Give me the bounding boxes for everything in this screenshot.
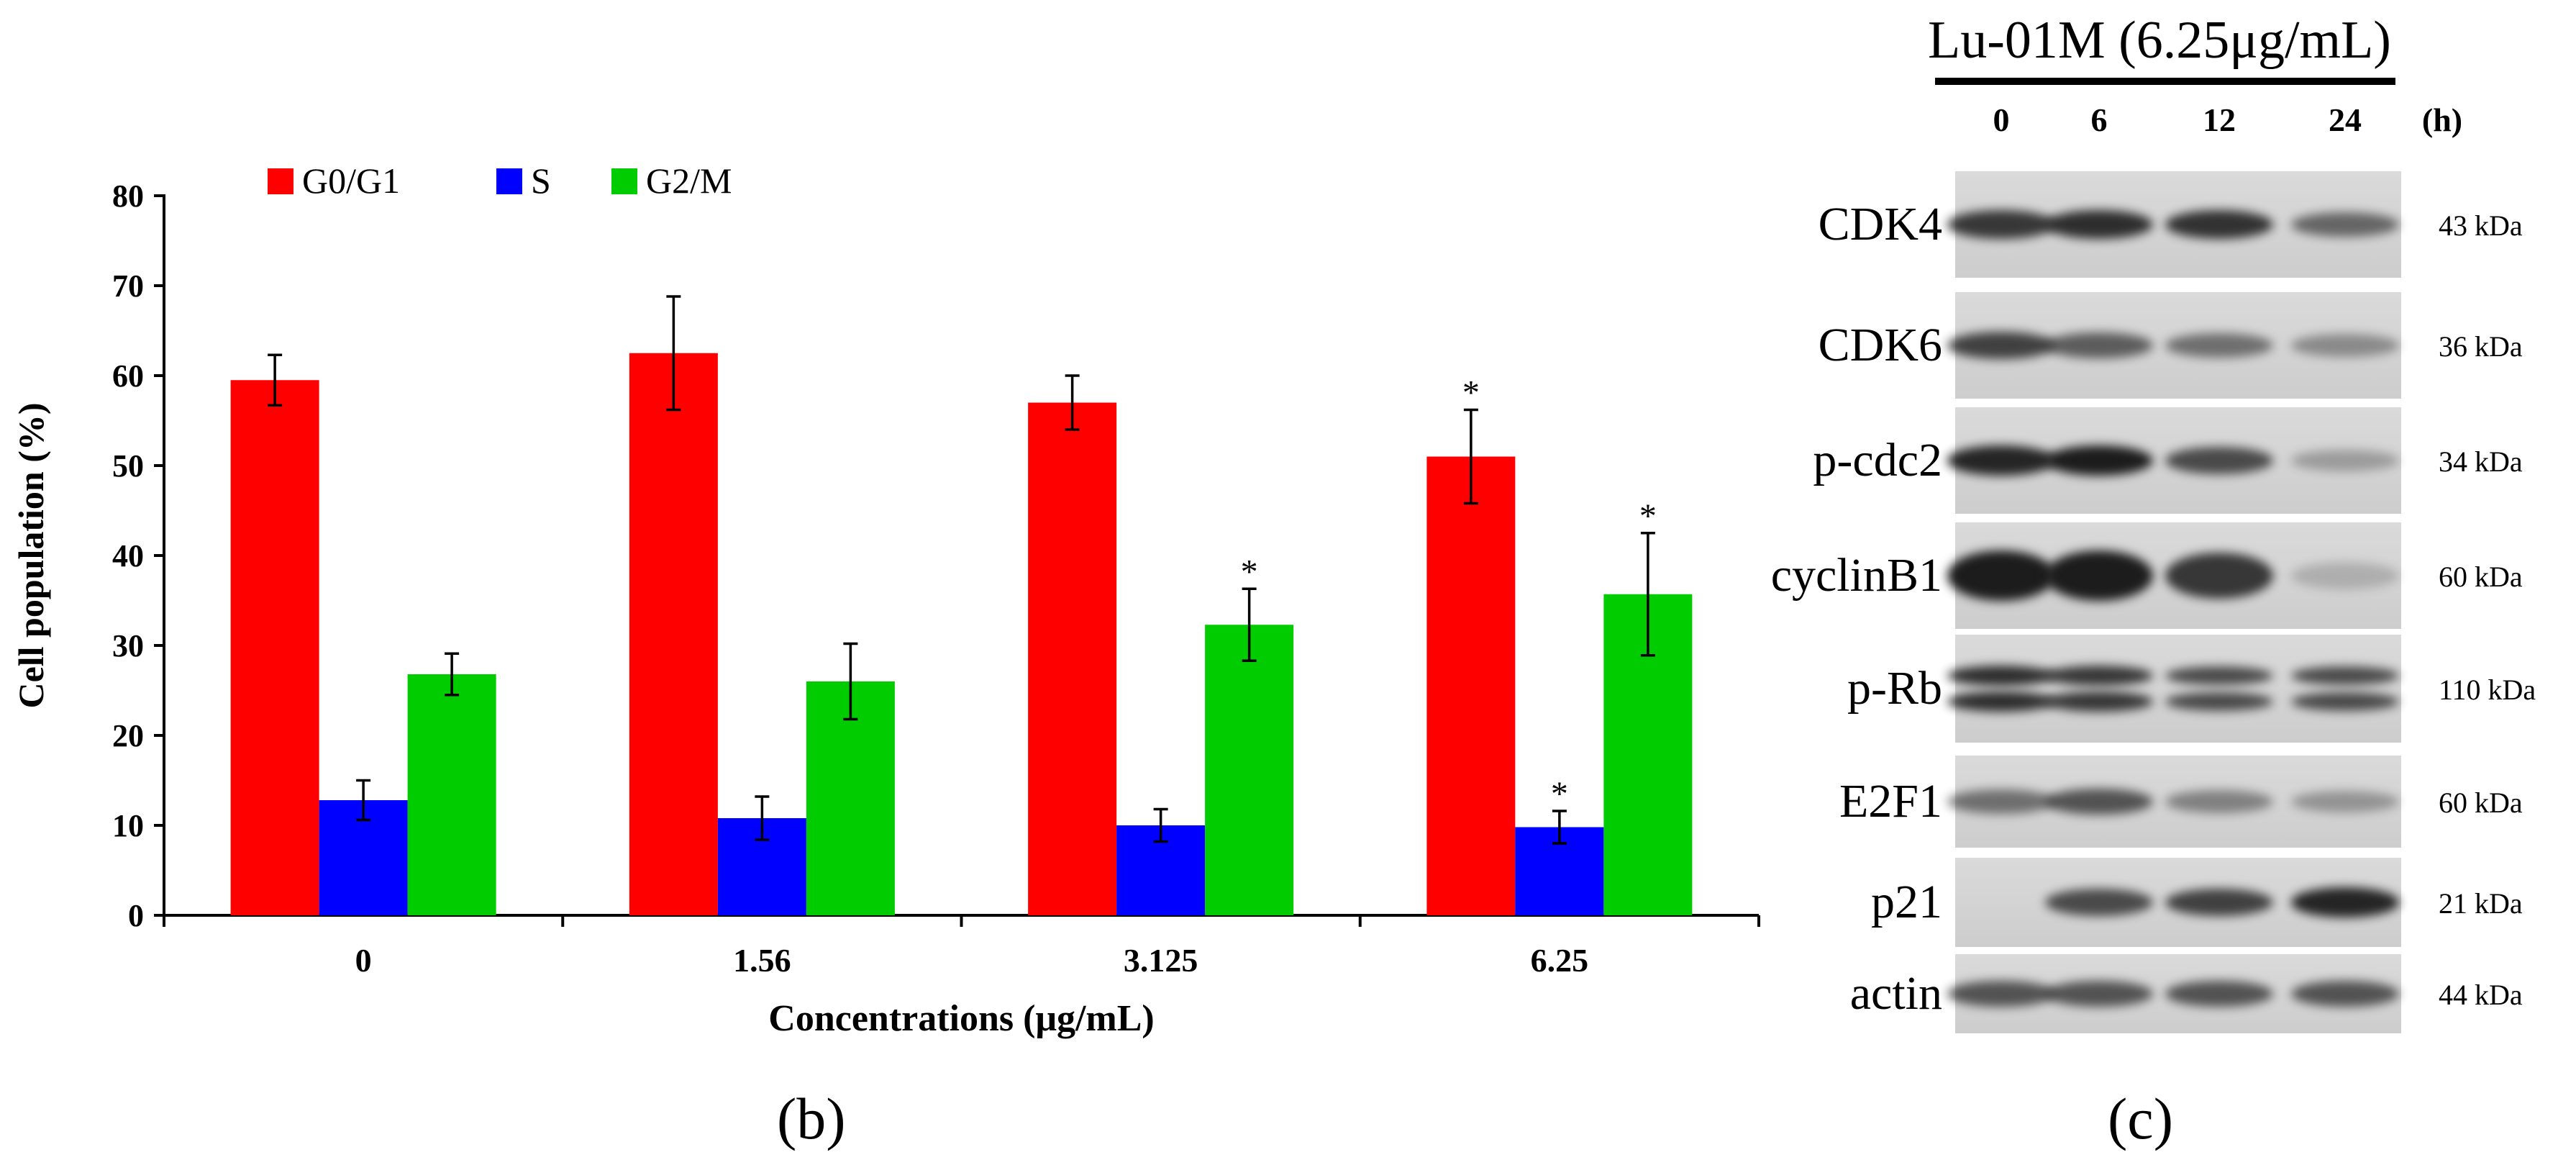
x-tick-label-6.25: 6.25 bbox=[1531, 942, 1589, 979]
bar-G0/G1-3.125 bbox=[1028, 402, 1117, 915]
y-tick-label: 30 bbox=[112, 628, 144, 663]
panel-label-b: (b) bbox=[777, 1086, 846, 1151]
x-tick-label-0: 0 bbox=[355, 942, 372, 979]
y-tick-label: 20 bbox=[112, 718, 144, 753]
y-tick-label: 10 bbox=[112, 808, 144, 843]
y-tick-label: 70 bbox=[112, 268, 144, 304]
y-tick-label: 80 bbox=[112, 178, 144, 214]
y-tick-label: 50 bbox=[112, 448, 144, 484]
significance-marker: * bbox=[1462, 374, 1480, 412]
x-tick-label-3.125: 3.125 bbox=[1124, 942, 1198, 979]
legend-label-S: S bbox=[531, 160, 551, 201]
x-tick-label-1.56: 1.56 bbox=[733, 942, 791, 979]
legend-swatch-G2/M bbox=[611, 168, 637, 194]
legend-label-G0/G1: G0/G1 bbox=[302, 160, 400, 201]
y-tick-label: 40 bbox=[112, 538, 144, 574]
bar-G2/M-3.125 bbox=[1205, 625, 1294, 915]
bar-G0/G1-0 bbox=[230, 380, 319, 915]
panel-label-c: (c) bbox=[2108, 1086, 2174, 1151]
y-tick-label: 0 bbox=[128, 898, 144, 933]
bar-G0/G1-6.25 bbox=[1426, 456, 1516, 915]
legend-label-G2/M: G2/M bbox=[646, 160, 732, 201]
legend-swatch-G0/G1 bbox=[268, 168, 293, 194]
legend-swatch-S bbox=[496, 168, 522, 194]
bar-G2/M-0 bbox=[407, 674, 496, 915]
y-axis-label: Cell population (%) bbox=[11, 402, 51, 708]
significance-marker: * bbox=[1551, 775, 1568, 813]
significance-marker: * bbox=[1639, 497, 1657, 535]
x-axis-label: Concentrations (μg/mL) bbox=[768, 998, 1154, 1039]
significance-marker: * bbox=[1241, 553, 1258, 591]
bar-G0/G1-1.56 bbox=[629, 353, 718, 915]
y-tick-label: 60 bbox=[112, 358, 144, 394]
